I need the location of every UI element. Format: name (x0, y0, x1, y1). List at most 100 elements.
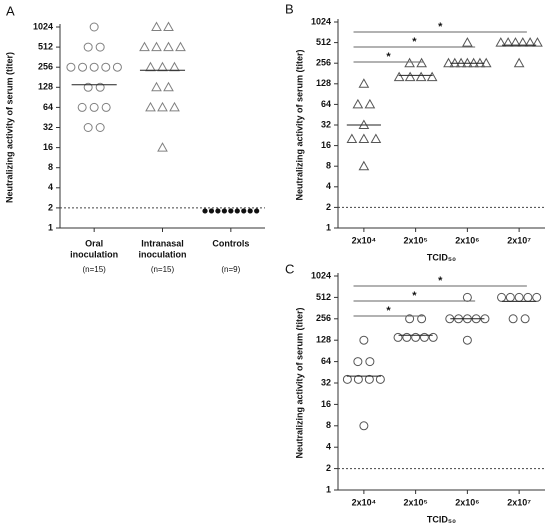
circle-point (89, 22, 99, 32)
y-tick-label: 8 (48, 162, 53, 172)
circle-point (505, 292, 515, 302)
triangle-point (145, 61, 156, 72)
y-tick-label: 512 (38, 41, 53, 51)
triangle-point (449, 57, 461, 68)
x-sublabel: (n=15) (82, 265, 106, 274)
circle-point (101, 62, 111, 72)
circle-point (77, 102, 87, 112)
triangle-point (145, 101, 156, 112)
significance-label: * (438, 275, 443, 287)
y-tick-label: 256 (316, 313, 331, 323)
x-tick-label: 2x10⁶ (455, 497, 479, 507)
circle-point (78, 62, 88, 72)
x-tick-label: Controls (212, 238, 249, 248)
y-tick-label: 4 (48, 182, 53, 192)
triangle-point (513, 57, 525, 68)
circle-point (428, 332, 438, 342)
dot-point (247, 208, 253, 214)
triangle-point (151, 41, 162, 52)
y-axis-label: Neutralizing activity of serum (titer) (4, 52, 14, 203)
panel-label: B (285, 1, 294, 16)
y-tick-label: 2 (326, 202, 331, 212)
circle-point (364, 374, 374, 384)
circle-point (405, 314, 415, 324)
triangle-point (524, 37, 536, 47)
circle-point (508, 314, 518, 324)
circle-point (532, 292, 542, 302)
y-tick-label: 16 (321, 140, 331, 150)
y-tick-label: 512 (316, 292, 331, 302)
triangle-point (415, 71, 427, 82)
triangle-point (352, 98, 364, 109)
y-tick-label: 64 (321, 356, 331, 366)
y-tick-label: 8 (326, 161, 331, 171)
triangle-point (157, 61, 168, 72)
y-tick-label: 16 (43, 142, 53, 152)
circle-point (353, 357, 363, 367)
circle-point (359, 421, 369, 431)
y-tick-label: 64 (321, 99, 331, 109)
circle-point (101, 102, 111, 112)
x-tick-label: inoculation (70, 249, 118, 259)
triangle-point (462, 37, 473, 47)
dot-point (221, 208, 227, 214)
triangle-point (393, 71, 405, 82)
triangle-point (455, 57, 467, 68)
circle-point (95, 82, 105, 92)
circle-point (95, 123, 105, 132)
triangle-point (163, 81, 174, 92)
y-tick-label: 1024 (311, 16, 331, 26)
y-tick-label: 32 (43, 122, 53, 132)
circle-point (342, 374, 352, 384)
triangle-point (358, 78, 370, 88)
circle-point (375, 374, 385, 384)
circle-point (462, 292, 472, 302)
y-tick-label: 1 (326, 222, 331, 232)
x-tick-label: 2x10⁶ (455, 235, 479, 245)
dot-point (254, 208, 260, 214)
y-tick-label: 4 (326, 181, 331, 191)
circle-point (83, 42, 93, 52)
triangle-point (404, 71, 416, 82)
significance-label: * (438, 21, 443, 33)
x-sublabel: (n=15) (151, 265, 175, 274)
y-tick-label: 128 (38, 82, 53, 92)
y-tick-label: 4 (326, 442, 331, 452)
circle-point (419, 332, 429, 342)
x-axis-label: TCID₅₀ (427, 514, 456, 524)
circle-point (66, 62, 76, 72)
y-axis-label: Neutralizing activity of serum (titer) (294, 307, 304, 458)
circle-point (83, 123, 93, 132)
y-tick-label: 32 (321, 119, 331, 129)
y-tick-label: 128 (316, 78, 331, 88)
y-tick-label: 2 (326, 463, 331, 473)
triangle-point (175, 41, 186, 52)
circle-point (365, 357, 375, 367)
triangle-point (462, 57, 473, 68)
y-tick-label: 512 (316, 37, 331, 47)
circle-point (112, 62, 122, 72)
triangle-point (364, 98, 376, 109)
triangle-point (502, 37, 514, 47)
dot-point (234, 208, 240, 214)
triangle-point (426, 71, 438, 82)
triangle-point (443, 57, 454, 68)
circle-point (359, 335, 369, 345)
x-tick-label: 2x10⁵ (404, 497, 428, 507)
dot-point (241, 208, 247, 214)
triangle-point (468, 57, 480, 68)
y-tick-label: 256 (38, 62, 53, 72)
triangle-point (404, 57, 415, 68)
triangle-point (370, 133, 382, 143)
y-tick-label: 16 (321, 399, 331, 409)
circle-point (523, 292, 533, 302)
triangle-point (480, 57, 492, 68)
circle-point (89, 62, 99, 72)
triangle-point (416, 57, 427, 68)
circle-point (393, 332, 403, 342)
triangle-point (139, 41, 150, 52)
triangle-point (474, 57, 486, 68)
triangle-point (532, 37, 543, 47)
y-tick-label: 256 (316, 58, 331, 68)
